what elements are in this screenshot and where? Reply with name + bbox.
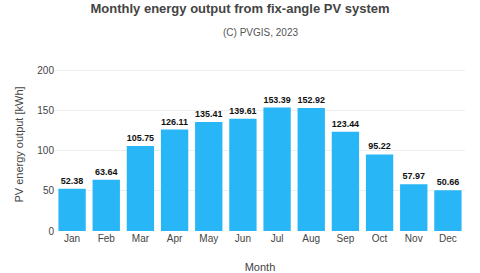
svg-text:0: 0 <box>48 226 54 237</box>
svg-text:63.64: 63.64 <box>95 167 118 177</box>
svg-text:Jan: Jan <box>64 233 80 244</box>
svg-text:Apr: Apr <box>167 233 183 244</box>
svg-text:139.61: 139.61 <box>229 106 256 116</box>
svg-text:Jun: Jun <box>235 233 251 244</box>
svg-text:(C) PVGIS, 2023: (C) PVGIS, 2023 <box>223 27 298 38</box>
svg-text:50: 50 <box>43 185 55 196</box>
svg-text:Feb: Feb <box>98 233 116 244</box>
svg-text:Aug: Aug <box>302 233 320 244</box>
svg-text:153.39: 153.39 <box>263 95 290 105</box>
svg-text:Mar: Mar <box>132 233 150 244</box>
svg-text:Dec: Dec <box>439 233 457 244</box>
svg-text:PV energy output [kWh]: PV energy output [kWh] <box>13 86 25 202</box>
svg-text:May: May <box>199 233 218 244</box>
svg-text:135.41: 135.41 <box>195 109 222 119</box>
svg-text:52.38: 52.38 <box>61 176 84 186</box>
svg-text:95.22: 95.22 <box>368 141 391 151</box>
svg-text:123.44: 123.44 <box>332 119 359 129</box>
svg-text:Month: Month <box>245 261 276 273</box>
svg-text:150: 150 <box>37 105 54 116</box>
svg-text:57.97: 57.97 <box>402 171 425 181</box>
svg-text:126.11: 126.11 <box>161 117 188 127</box>
svg-text:100: 100 <box>37 145 54 156</box>
svg-text:200: 200 <box>37 65 54 76</box>
svg-text:Monthly energy output from fix: Monthly energy output from fix-angle PV … <box>90 1 389 16</box>
svg-text:152.92: 152.92 <box>298 95 325 105</box>
svg-text:Nov: Nov <box>405 233 423 244</box>
svg-text:105.75: 105.75 <box>127 133 154 143</box>
svg-text:Oct: Oct <box>372 233 388 244</box>
svg-text:50.66: 50.66 <box>437 177 460 187</box>
svg-text:Sep: Sep <box>337 233 355 244</box>
svg-text:Jul: Jul <box>271 233 284 244</box>
